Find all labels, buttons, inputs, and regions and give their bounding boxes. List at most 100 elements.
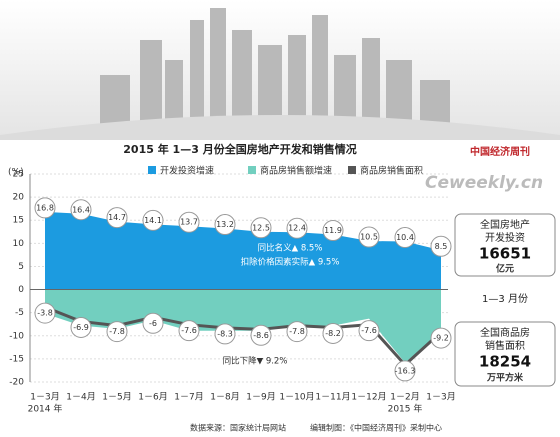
info-box: [454, 213, 556, 277]
y-axis-label: (%): [8, 168, 24, 178]
label-bubble: [178, 211, 200, 233]
source: 数据来源：国家统计局网站: [190, 423, 286, 433]
data-label: -6.9: [73, 323, 89, 332]
area: [45, 289, 441, 363]
label-bubble: [142, 209, 164, 231]
box-value: 16651: [479, 245, 531, 263]
data-label: -9.2: [433, 334, 449, 343]
data-label: -7.6: [361, 326, 377, 335]
x-tick-label: 1－9月: [246, 392, 275, 403]
label-bubble: [394, 226, 416, 248]
data-label: 12.5: [252, 223, 270, 232]
legend-label: 商品房销售额增速: [260, 165, 332, 177]
label-bubble: [322, 322, 344, 344]
label-bubble: [358, 226, 380, 248]
data-label: 10.5: [360, 233, 378, 242]
data-label: -7.6: [181, 326, 197, 335]
x-tick-label: 1－12月: [351, 392, 386, 403]
y-tick-label: 5: [18, 262, 24, 272]
data-label: -16.3: [395, 366, 416, 375]
year-label: 2015 年: [388, 403, 423, 415]
box-value: 18254: [479, 353, 531, 371]
x-tick-label: 1－8月: [210, 392, 239, 403]
x-tick-label: 1－3月: [426, 392, 455, 403]
x-tick-label: 1－10月: [279, 392, 314, 403]
data-label: 16.4: [72, 205, 90, 214]
logo-name: 中国经济周刊: [470, 145, 530, 158]
logo-site: Ceweekly.cn: [425, 173, 543, 193]
annotation: 同比下降▼ 9.2%: [223, 356, 288, 367]
label-bubble: [358, 320, 380, 342]
box-label: 开发投资: [485, 231, 525, 244]
y-tick-label: 0: [18, 285, 24, 295]
legend-swatch: [348, 166, 356, 174]
legend-swatch: [248, 166, 256, 174]
label-bubble: [430, 235, 452, 257]
box-unit: 亿元: [496, 263, 514, 275]
legend-label: 商品房销售面积: [360, 165, 423, 177]
label-bubble: [322, 220, 344, 242]
label-bubble: [286, 321, 308, 343]
data-label: -8.6: [253, 331, 269, 340]
y-tick-label: 20: [13, 193, 25, 203]
legend-swatch: [148, 166, 156, 174]
legend-label: 开发投资增速: [160, 165, 214, 177]
data-label: 16.8: [36, 203, 54, 212]
box-label: 全国商品房: [480, 326, 530, 339]
y-tick-label: -5: [15, 308, 24, 318]
data-label: 14.1: [144, 216, 162, 225]
label-bubble: [214, 323, 236, 345]
data-label: 14.7: [108, 213, 126, 222]
label-bubble: [286, 217, 308, 239]
x-tick-label: 1－3月: [30, 392, 59, 403]
data-label: 13.2: [216, 220, 234, 229]
y-tick-label: 15: [13, 216, 24, 226]
data-label: 12.4: [288, 224, 306, 233]
label-bubble: [70, 316, 92, 338]
data-label: 13.7: [180, 218, 198, 227]
credit: 编辑制图：《中国经济周刊》采制中心: [310, 423, 442, 433]
x-tick-label: 1－5月: [102, 392, 131, 403]
label-bubble: [250, 217, 272, 239]
label-bubble: [34, 302, 56, 324]
label-bubble: [214, 214, 236, 236]
year-label: 2014 年: [28, 403, 63, 415]
y-tick-label: 10: [13, 239, 25, 249]
box-unit: 万平方米: [486, 372, 524, 384]
label-bubble: [106, 321, 128, 343]
data-label: 8.5: [435, 242, 448, 251]
label-bubble: [178, 320, 200, 342]
x-tick-label: 1－6月: [138, 392, 167, 403]
label-bubble: [250, 324, 272, 346]
data-label: -3.8: [37, 309, 53, 318]
data-label: 10.4: [396, 233, 414, 242]
label-bubble: [394, 360, 416, 382]
data-label: -8.2: [325, 329, 341, 338]
annotation: 同比名义▲ 8.5%: [258, 243, 323, 254]
period: 1—3 月份: [482, 293, 528, 305]
skyline: [100, 8, 450, 130]
x-tick-label: 1－4月: [66, 392, 95, 403]
x-tick-label: 1－2月: [390, 392, 419, 403]
x-tick-label: 1－7月: [174, 392, 203, 403]
y-tick-label: -20: [9, 378, 24, 388]
label-bubble: [106, 207, 128, 229]
chart-title: 2015 年 1—3 月份全国房地产开发和销售情况: [123, 142, 356, 156]
y-tick-label: 25: [13, 170, 24, 180]
data-label: -8.3: [217, 329, 233, 338]
label-bubble: [430, 327, 452, 349]
data-label: -7.8: [289, 327, 305, 336]
x-tick-label: 1－11月: [315, 392, 350, 403]
data-label: 11.9: [324, 226, 342, 235]
box-label: 销售面积: [485, 339, 525, 352]
horizon: [0, 115, 560, 140]
label-bubble: [34, 197, 56, 219]
y-tick-label: -15: [9, 354, 24, 364]
y-tick-label: -10: [9, 331, 24, 341]
annotation: 扣除价格因素实际▲ 9.5%: [241, 257, 340, 268]
label-bubble: [142, 312, 164, 334]
info-box: [454, 321, 556, 387]
data-label: -6: [149, 319, 157, 328]
box-label: 全国房地产: [480, 218, 530, 231]
